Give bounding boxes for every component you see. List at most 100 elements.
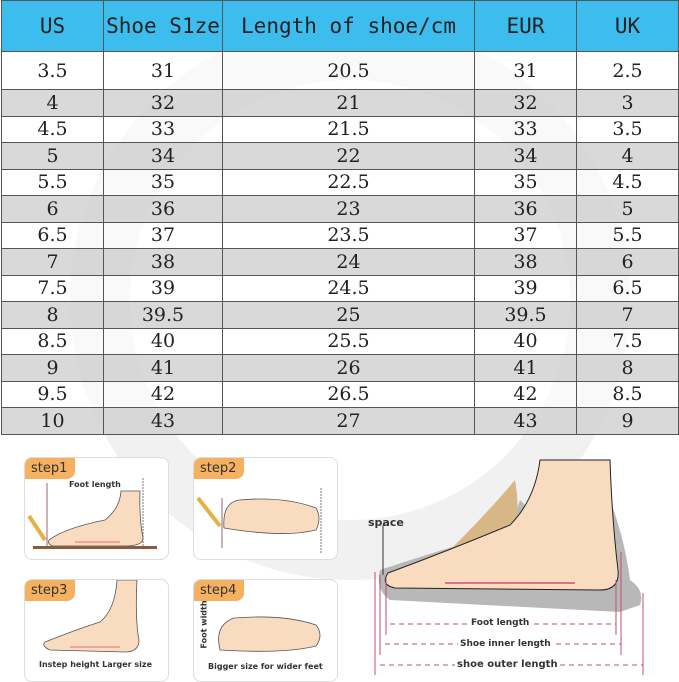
table-row: 6.5 37 23.5 37 5.5: [1, 221, 679, 249]
column-header: UK: [576, 0, 679, 52]
step1-card: step1 Foot length: [24, 457, 169, 560]
table-cell: 25.5: [222, 327, 475, 355]
table-cell: 8: [576, 354, 679, 382]
table-cell: 24: [222, 248, 475, 276]
table-cell: 4: [1, 89, 104, 117]
table-cell: 24.5: [222, 274, 475, 302]
table-cell: 33: [474, 115, 577, 143]
step-tag: step4: [194, 580, 245, 601]
step4-card: step4 Foot width Bigger size for wider f…: [193, 579, 338, 682]
table-cell: 36: [474, 195, 577, 223]
table-cell: 7: [1, 248, 104, 276]
table-cell: 42: [103, 380, 223, 408]
step3-caption: Instep height Larger size: [39, 660, 152, 669]
table-cell: 8.5: [576, 380, 679, 408]
table-cell: 39: [103, 274, 223, 302]
table-cell: 5.5: [576, 221, 679, 249]
size-chart-table: US Shoe S1ze Length of shoe/cm EUR UK 3.5 31 2…: [1, 0, 679, 435]
table-cell: 9.5: [1, 380, 104, 408]
table-cell: 4.5: [1, 115, 104, 143]
table-cell: 3.5: [576, 115, 679, 143]
column-header: EUR: [474, 0, 577, 52]
table-row: 4 32 21 32 3: [1, 89, 679, 117]
foot-length-label: Foot length: [69, 480, 121, 489]
table-row: 7 38 24 38 6: [1, 248, 679, 276]
table-cell: 6.5: [576, 274, 679, 302]
table-cell: 34: [474, 142, 577, 170]
table-cell: 40: [103, 327, 223, 355]
table-row: 10 43 27 43 9: [1, 407, 679, 435]
column-header: Shoe S1ze: [103, 0, 223, 52]
table-cell: 37: [474, 221, 577, 249]
table-cell: 33: [103, 115, 223, 143]
table-cell: 9: [1, 354, 104, 382]
shoe-inner-length-label: Shoe inner length: [458, 639, 553, 649]
step-tag: step2: [194, 458, 245, 479]
table-row: 8 39.5 25 39.5 7: [1, 301, 679, 329]
table-cell: 36: [103, 195, 223, 223]
table-cell: 35: [103, 168, 223, 196]
table-cell: 25: [222, 301, 475, 329]
table-cell: 4.5: [576, 168, 679, 196]
step4-caption: Bigger size for wider feet: [208, 662, 323, 671]
table-cell: 43: [103, 407, 223, 435]
table-cell: 5: [1, 142, 104, 170]
column-header: Length of shoe/cm: [222, 0, 475, 52]
table-row: 6 36 23 36 5: [1, 195, 679, 223]
table-row: 5.5 35 22.5 35 4.5: [1, 168, 679, 196]
table-cell: 5: [576, 195, 679, 223]
table-cell: 22.5: [222, 168, 475, 196]
step2-card: step2: [193, 457, 338, 560]
instep-illustration: [43, 580, 140, 653]
table-header-row: US Shoe S1ze Length of shoe/cm EUR UK: [1, 0, 679, 52]
table-row: 9 41 26 41 8: [1, 354, 679, 382]
table-row: 9.5 42 26.5 42 8.5: [1, 380, 679, 408]
table-cell: 6: [576, 248, 679, 276]
table-cell: 6.5: [1, 221, 104, 249]
table-cell: 31: [103, 51, 223, 90]
table-cell: 40: [474, 327, 577, 355]
table-cell: 35: [474, 168, 577, 196]
table-cell: 38: [103, 248, 223, 276]
table-cell: 5.5: [1, 168, 104, 196]
table-cell: 4: [576, 142, 679, 170]
space-label: space: [368, 516, 404, 529]
table-cell: 9: [576, 407, 679, 435]
table-cell: 21: [222, 89, 475, 117]
table-row: 3.5 31 20.5 31 2.5: [1, 51, 679, 90]
table-cell: 32: [474, 89, 577, 117]
foot-width-illustration: [218, 616, 321, 652]
table-cell: 3: [576, 89, 679, 117]
table-cell: 2.5: [576, 51, 679, 90]
shoe-outer-length-label: shoe outer length: [455, 659, 560, 670]
step-tag: step1: [25, 458, 76, 479]
table-cell: 34: [103, 142, 223, 170]
table-cell: 21.5: [222, 115, 475, 143]
table-cell: 38: [474, 248, 577, 276]
table-cell: 8: [1, 301, 104, 329]
table-cell: 23.5: [222, 221, 475, 249]
table-row: 4.5 33 21.5 33 3.5: [1, 115, 679, 143]
table-cell: 20.5: [222, 51, 475, 90]
step3-card: step3 Instep height Larger size: [24, 579, 169, 682]
foot-length-measure-label: Foot length: [469, 618, 532, 628]
table-cell: 7: [576, 301, 679, 329]
foot-length-illustration: [27, 478, 157, 549]
table-cell: 32: [103, 89, 223, 117]
table-cell: 39: [474, 274, 577, 302]
table-cell: 26: [222, 354, 475, 382]
table-cell: 31: [474, 51, 577, 90]
column-header: US: [1, 0, 104, 52]
table-cell: 10: [1, 407, 104, 435]
table-row: 7.5 39 24.5 39 6.5: [1, 274, 679, 302]
table-cell: 43: [474, 407, 577, 435]
table-row: 5 34 22 34 4: [1, 142, 679, 170]
table-cell: 6: [1, 195, 104, 223]
table-cell: 8.5: [1, 327, 104, 355]
table-cell: 27: [222, 407, 475, 435]
table-cell: 26.5: [222, 380, 475, 408]
table-cell: 3.5: [1, 51, 104, 90]
table-cell: 7.5: [1, 274, 104, 302]
table-cell: 42: [474, 380, 577, 408]
table-cell: 23: [222, 195, 475, 223]
